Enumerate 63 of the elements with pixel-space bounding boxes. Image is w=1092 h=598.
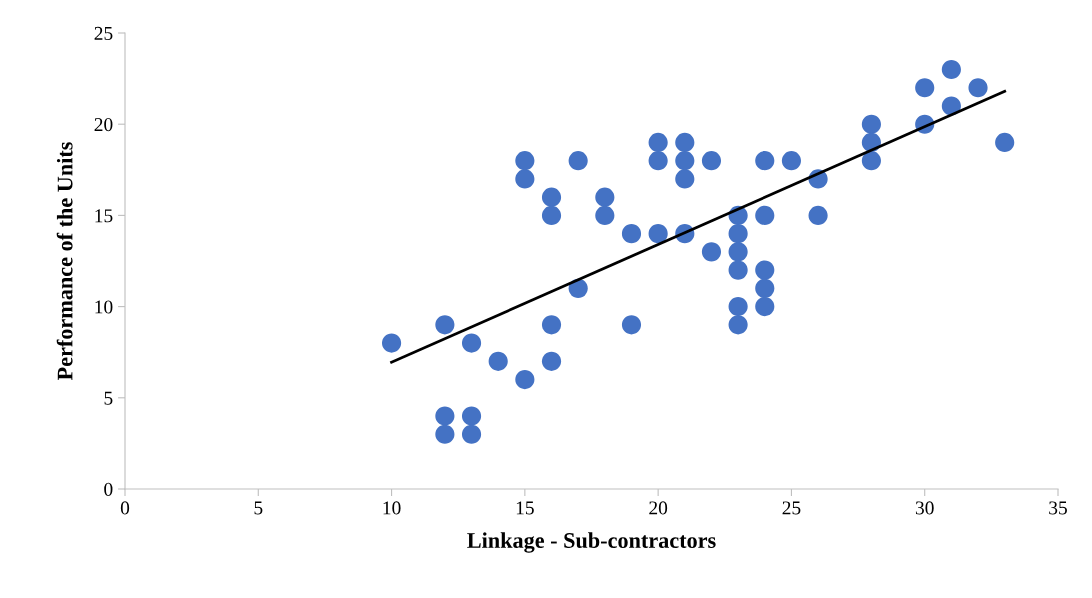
point [808,205,828,225]
point [435,406,455,426]
x-tick-label: 30 [915,501,934,515]
point [595,205,615,225]
point [541,351,562,371]
point [515,151,535,171]
point [461,424,482,444]
point [755,297,775,317]
point [461,406,482,426]
point [755,260,775,280]
point [701,242,722,262]
point [728,315,748,335]
x-tick-label: 20 [649,501,668,515]
x-tick-label: 25 [782,501,801,515]
y-tick-label: 25 [94,26,113,40]
point [701,151,722,171]
x-tick-label: 10 [383,501,401,515]
point [915,78,935,98]
point [968,78,988,98]
point [781,151,801,171]
point [675,132,695,153]
point [541,187,562,207]
x-tick-label: 15 [516,501,534,515]
point [861,151,881,171]
point [515,169,535,189]
x-axis-title: Linkage - Sub-contractors [467,532,716,553]
point [728,297,748,317]
point [995,132,1015,153]
point [461,333,482,353]
x-tick-label: 35 [1049,501,1067,515]
x-tick-label: 0 [120,501,130,515]
point [435,424,455,444]
point [941,96,961,116]
point [755,151,775,171]
point [541,205,562,225]
y-tick-label: 20 [94,118,113,132]
point [648,132,668,153]
point [728,260,748,280]
y-tick-label: 5 [104,391,113,405]
point [648,224,668,244]
x-tick-label: 5 [254,501,263,515]
point [488,351,508,371]
point [675,169,695,189]
y-tick-label: 15 [95,209,113,223]
point [435,315,455,335]
point [648,151,668,171]
point [755,278,775,298]
point [861,114,881,134]
y-axis-title: Performance of the Units [56,142,73,381]
point [568,151,588,171]
point [595,187,615,207]
point [515,369,535,390]
point [621,224,642,244]
point [541,315,562,335]
point [382,333,402,353]
y-tick-label: 10 [95,300,113,314]
point [675,151,695,171]
point [621,315,642,335]
point [728,224,748,244]
point [755,205,775,225]
y-tick-label: 0 [104,482,113,496]
point [728,242,748,262]
point [941,59,961,80]
